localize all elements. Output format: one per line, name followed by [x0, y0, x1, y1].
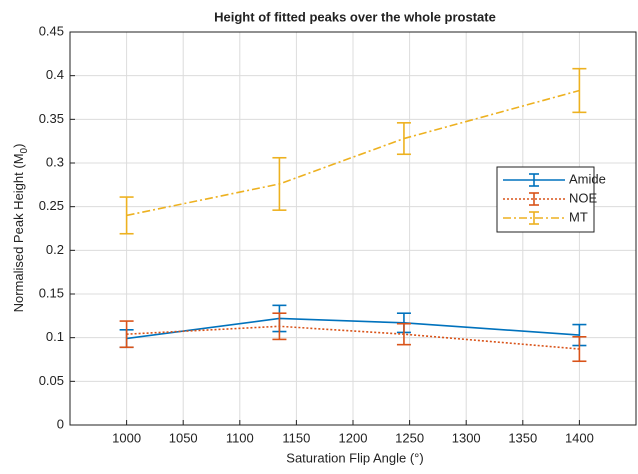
x-tick-label: 1400 [565, 430, 594, 445]
error-bar [396, 122, 411, 156]
y-tick-label: 0.15 [39, 285, 64, 300]
y-axis-label: Normalised Peak Height (M0) [11, 144, 29, 313]
series-line [126, 325, 580, 350]
x-tick-label: 1350 [508, 430, 537, 445]
y-tick-label: 0.25 [39, 198, 64, 213]
y-tick-label: 0.35 [39, 111, 64, 126]
y-tick-label: 0 [57, 416, 64, 431]
x-tick-label: 1300 [452, 430, 481, 445]
y-tick-label: 0.1 [46, 329, 64, 344]
y-label-suffix: ) [11, 144, 26, 148]
legend-label: NOE [569, 190, 598, 205]
error-bar [272, 312, 287, 341]
x-axis-label: Saturation Flip Angle (°) [286, 450, 423, 465]
x-tick-label: 1250 [395, 430, 424, 445]
x-tick-label: 1050 [169, 430, 198, 445]
x-tick-label: 1200 [339, 430, 368, 445]
legend-box [496, 166, 595, 233]
error-bar [119, 320, 134, 349]
legend-label: MT [569, 209, 588, 224]
x-tick-label: 1150 [282, 430, 310, 445]
error-bar [272, 156, 287, 211]
y-label-text: Normalised Peak Height (M [11, 153, 26, 312]
x-tick-label: 1100 [226, 430, 254, 445]
series-line [126, 317, 580, 340]
series-line [126, 89, 580, 217]
y-label-subscript: 0 [19, 147, 30, 153]
y-tick-label: 0.2 [46, 242, 64, 257]
y-tick-label: 0.05 [39, 373, 64, 388]
error-bar [396, 322, 411, 346]
y-tick-label: 0.3 [46, 154, 64, 169]
y-tick-label: 0.45 [39, 23, 64, 38]
error-bar [572, 335, 587, 363]
y-tick-label: 0.4 [46, 67, 64, 82]
axes-box [69, 31, 637, 426]
error-bar [119, 196, 134, 235]
error-bar [572, 67, 587, 114]
legend-label: Amide [569, 171, 606, 186]
x-tick-label: 1000 [112, 430, 141, 445]
chart-title: Height of fitted peaks over the whole pr… [214, 9, 496, 24]
